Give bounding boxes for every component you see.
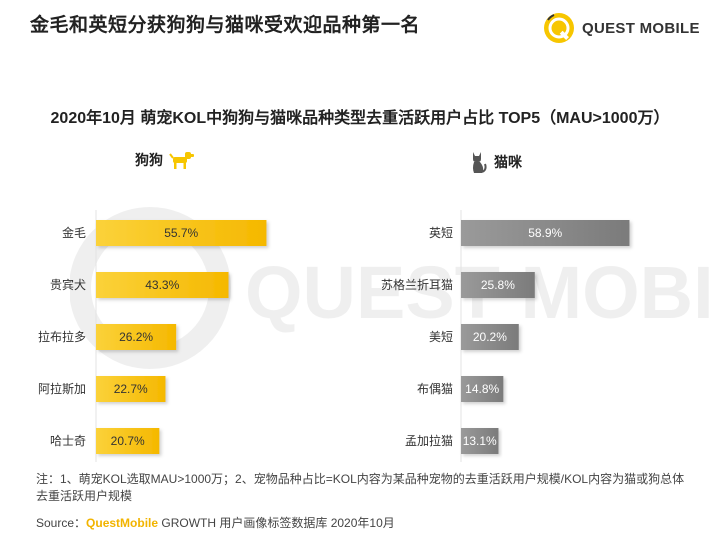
- cat-bar: [461, 220, 630, 246]
- dog-value-label: 22.7%: [114, 382, 148, 396]
- dog-bar: [96, 428, 160, 454]
- dog-category-label: 拉布拉多: [38, 329, 86, 344]
- source-brand: QuestMobile: [86, 516, 159, 530]
- cat-value-label: 58.9%: [528, 226, 562, 240]
- cat-value-label: 14.8%: [465, 382, 499, 396]
- dog-category-label: 哈士奇: [50, 434, 86, 448]
- dog-value-label: 55.7%: [164, 226, 198, 240]
- dog-icon: [169, 152, 194, 169]
- cat-bar: [461, 324, 519, 350]
- dog-category-label: 金毛: [62, 225, 86, 240]
- chart-title: 2020年10月 萌宠KOL中狗狗与猫咪品种类型去重活跃用户占比 TOP5（MA…: [50, 110, 670, 127]
- cat-section-title: 猫咪: [494, 154, 522, 170]
- cat-bar: [461, 272, 535, 298]
- questmobile-logo-icon: [544, 13, 574, 43]
- dog-bar: [96, 220, 267, 246]
- cat-bar: [461, 376, 504, 402]
- cat-value-label: 25.8%: [481, 278, 515, 292]
- headline: 金毛和英短分获狗狗与猫咪受欢迎品种第一名: [30, 15, 421, 36]
- cat-value-label: 20.2%: [473, 330, 507, 344]
- dog-value-label: 43.3%: [145, 278, 179, 292]
- cat-bar: [461, 428, 499, 454]
- dog-section-label: 狗狗: [135, 150, 195, 170]
- brand-logo: QUEST MOBILE: [542, 10, 700, 46]
- cat-category-label: 布偶猫: [417, 382, 453, 396]
- dog-value-label: 26.2%: [119, 330, 153, 344]
- bar-charts: 金毛 55.7% 贵宾犬 43.3% 拉布拉多 26.2% 阿拉斯加 22.7% 哈士奇 20.7…: [38, 210, 630, 462]
- source-prefix: Source：: [36, 516, 87, 530]
- cat-category-label: 孟加拉猫: [405, 433, 453, 448]
- cat-category-label: 英短: [429, 226, 453, 240]
- dog-value-label: 20.7%: [111, 434, 145, 448]
- dog-bar: [96, 272, 229, 298]
- cat-section-label: 猫咪: [470, 150, 522, 174]
- dog-category-label: 贵宾犬: [50, 277, 86, 292]
- cat-icon: [473, 152, 487, 173]
- brand-name: QUEST MOBILE: [582, 19, 700, 37]
- source-rest: GROWTH 用户画像标签数据库 2020年10月: [158, 516, 395, 530]
- dog-bar: [96, 324, 177, 350]
- footnote: 注：1、萌宠KOL选取MAU>1000万；2、宠物品种占比=KOL内容为某品种宠…: [36, 472, 685, 503]
- cat-category-label: 美短: [429, 330, 453, 344]
- dog-category-label: 阿拉斯加: [38, 381, 86, 396]
- dog-section-title: 狗狗: [135, 152, 163, 168]
- dog-bar: [96, 376, 166, 402]
- cat-category-label: 苏格兰折耳猫: [381, 277, 453, 292]
- cat-value-label: 13.1%: [463, 434, 497, 448]
- source-line: Source：QuestMobile GROWTH 用户画像标签数据库 2020…: [36, 514, 395, 531]
